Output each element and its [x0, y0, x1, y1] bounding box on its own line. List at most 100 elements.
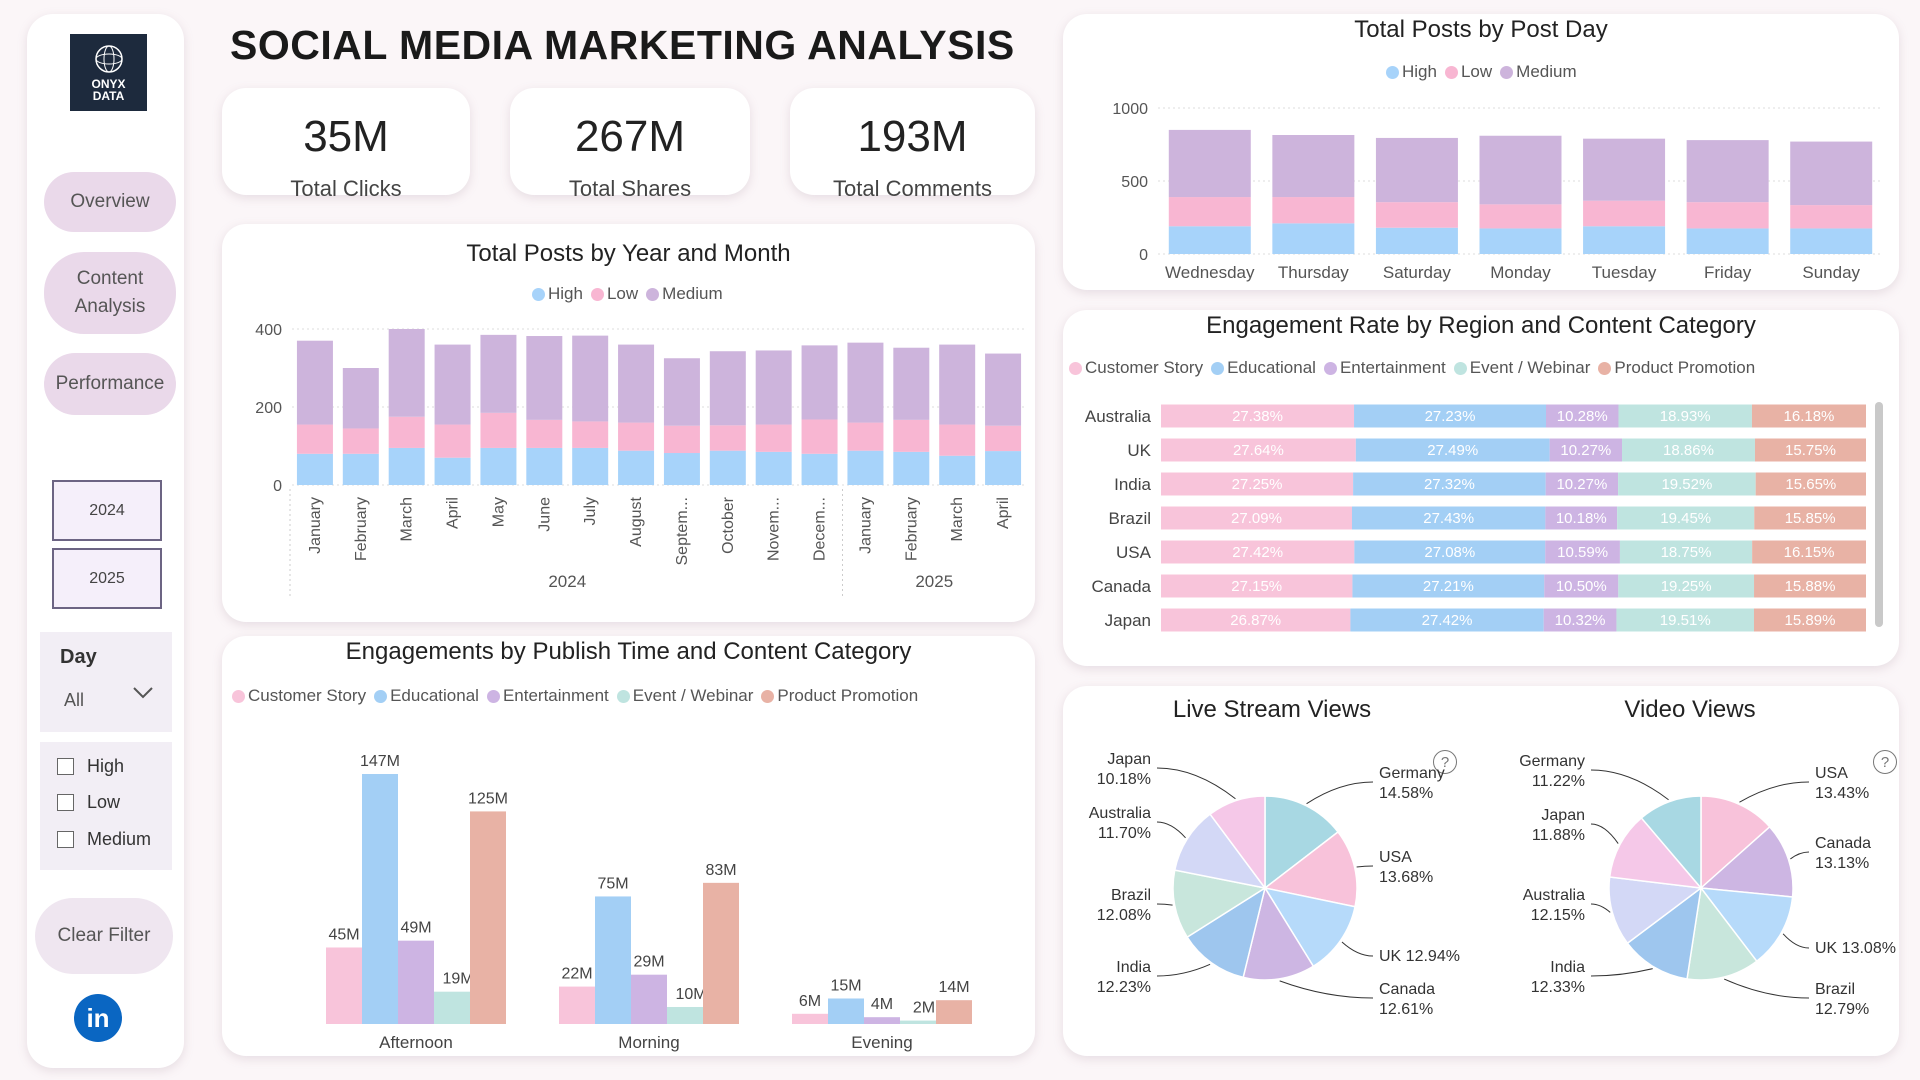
checkbox-box[interactable] [57, 794, 74, 811]
legend-item-high[interactable]: High [532, 284, 583, 304]
pie-leader-line [1156, 963, 1211, 977]
checkbox-medium[interactable]: Medium [57, 829, 151, 850]
bar-segment-medium [709, 351, 746, 426]
engagement-region-card: Engagement Rate by Region and Content Ca… [1063, 310, 1899, 666]
region-bar-segment [1161, 506, 1352, 530]
clear-filter-button[interactable]: Clear Filter [35, 898, 173, 974]
legend-item-entertainment[interactable]: Entertainment [486, 686, 609, 706]
checkbox-box[interactable] [57, 831, 74, 848]
pie-leader-line [1306, 781, 1374, 805]
legend-item-low[interactable]: Low [1444, 62, 1493, 82]
pie-leader-line [1790, 851, 1810, 860]
legend-dot [486, 689, 500, 703]
region-bar-label: 10.59% [1557, 544, 1608, 561]
checkbox-box[interactable] [57, 758, 74, 775]
region-bar-segment [1161, 438, 1356, 462]
x-tick-label: August [628, 496, 645, 546]
bar-customer-story [792, 1013, 828, 1024]
legend-item-high[interactable]: High [1386, 62, 1437, 82]
region-label: India [1114, 475, 1151, 494]
pie-slice-japan [1608, 816, 1703, 889]
bar-segment-high [1583, 226, 1666, 254]
bar-segment-medium [755, 350, 792, 425]
help-icon[interactable]: ? [1873, 750, 1897, 774]
pie-slice-canada [1242, 886, 1315, 981]
region-bar-label: 27.42% [1422, 612, 1473, 629]
checkbox-high[interactable]: High [57, 756, 124, 777]
region-bar-label: 18.75% [1661, 544, 1712, 561]
kpi-value: 267M [574, 112, 686, 161]
legend-item-customer-story[interactable]: Customer Story [232, 686, 366, 706]
checkbox-low[interactable]: Low [57, 792, 120, 813]
nav-content-analysis-label: Content Analysis [74, 268, 146, 317]
checkbox-high-label: High [87, 756, 125, 776]
legend-item-customer-story[interactable]: Customer Story [1069, 358, 1203, 378]
pie-label-value: 12.15% [1531, 907, 1585, 924]
x-tick-label: Septem... [674, 497, 691, 565]
year-2025-button[interactable]: 2025 [52, 548, 162, 609]
x-tick-label: Afternoon [379, 1033, 453, 1052]
pie-leader-line [1279, 980, 1374, 999]
bar-entertainment [631, 974, 667, 1024]
scrollbar[interactable] [1875, 402, 1883, 627]
region-bar-segment [1755, 472, 1866, 496]
kpi-value: 35M [303, 112, 389, 161]
legend-item-product-promotion[interactable]: Product Promotion [761, 686, 918, 706]
legend-item-educational[interactable]: Educational [1211, 358, 1316, 378]
legend-item-low[interactable]: Low [590, 284, 638, 304]
logo-text-line2: DATA [92, 89, 125, 103]
region-bar-segment [1543, 608, 1617, 632]
legend-item-event-webinar[interactable]: Event / Webinar [1453, 358, 1591, 378]
bar-segment-low [847, 422, 884, 451]
legend-label: Event / Webinar [1469, 358, 1591, 377]
bar-educational [362, 774, 398, 1024]
sidebar: ONYX DATA Overview Content Analysis Perf… [27, 14, 184, 1068]
chevron-down-icon[interactable] [132, 686, 154, 700]
legend-label: Low [1460, 62, 1493, 81]
year-2024-button[interactable]: 2024 [52, 480, 162, 541]
legend-item-event-webinar[interactable]: Event / Webinar [616, 686, 754, 706]
region-bar-segment [1545, 472, 1619, 496]
bar-data-label: 15M [830, 977, 861, 994]
nav-performance-button[interactable]: Performance [44, 353, 176, 415]
legend-dot [590, 287, 604, 301]
x-tick-label: April [995, 497, 1012, 529]
nav-overview-label: Overview [70, 191, 150, 212]
bar-segment-medium [618, 344, 655, 423]
page-title: SOCIAL MEDIA MARKETING ANALYSIS [230, 22, 1015, 68]
bar-data-label: 19M [442, 971, 473, 988]
legend-dot [646, 287, 660, 301]
day-filter-select[interactable]: All [64, 690, 85, 710]
legend-item-medium[interactable]: Medium [646, 284, 723, 304]
day-filter: Day All [40, 632, 172, 732]
region-bar-segment [1353, 472, 1546, 496]
legend-dot [374, 689, 388, 703]
bar-segment-low [709, 425, 746, 451]
pie-slice-brazil [1172, 869, 1267, 939]
legend-label: Event / Webinar [632, 686, 754, 705]
x-tick-label: Tuesday [1592, 263, 1657, 282]
pie-label-value: 13.68% [1379, 869, 1433, 886]
linkedin-icon[interactable]: in [74, 994, 122, 1042]
bar-segment-medium [985, 353, 1022, 426]
legend-item-educational[interactable]: Educational [374, 686, 479, 706]
bar-segment-high [342, 453, 379, 485]
legend-item-medium[interactable]: Medium [1500, 62, 1577, 82]
kpi-total-clicks: 35M Total Clicks [222, 88, 470, 201]
pie-label-name: Canada [1379, 981, 1435, 998]
legend-item-product-promotion[interactable]: Product Promotion [1598, 358, 1755, 378]
x-tick-label: Thursday [1278, 263, 1349, 282]
legend-item-entertainment[interactable]: Entertainment [1323, 358, 1446, 378]
pie-label-name: Japan [1107, 751, 1151, 768]
pie-label-value: 13.43% [1815, 785, 1869, 802]
bar-segment-medium [801, 345, 838, 420]
nav-overview-button[interactable]: Overview [44, 172, 176, 232]
legend-label: Customer Story [1085, 358, 1204, 377]
nav-content-analysis-button[interactable]: Content Analysis [44, 252, 176, 334]
bar-segment-low [663, 425, 700, 454]
help-icon[interactable]: ? [1433, 750, 1457, 774]
x-tick-label: February [903, 497, 920, 561]
bar-segment-low [801, 419, 838, 454]
x-tick-label: Morning [618, 1033, 679, 1052]
region-bar-segment [1754, 438, 1866, 462]
